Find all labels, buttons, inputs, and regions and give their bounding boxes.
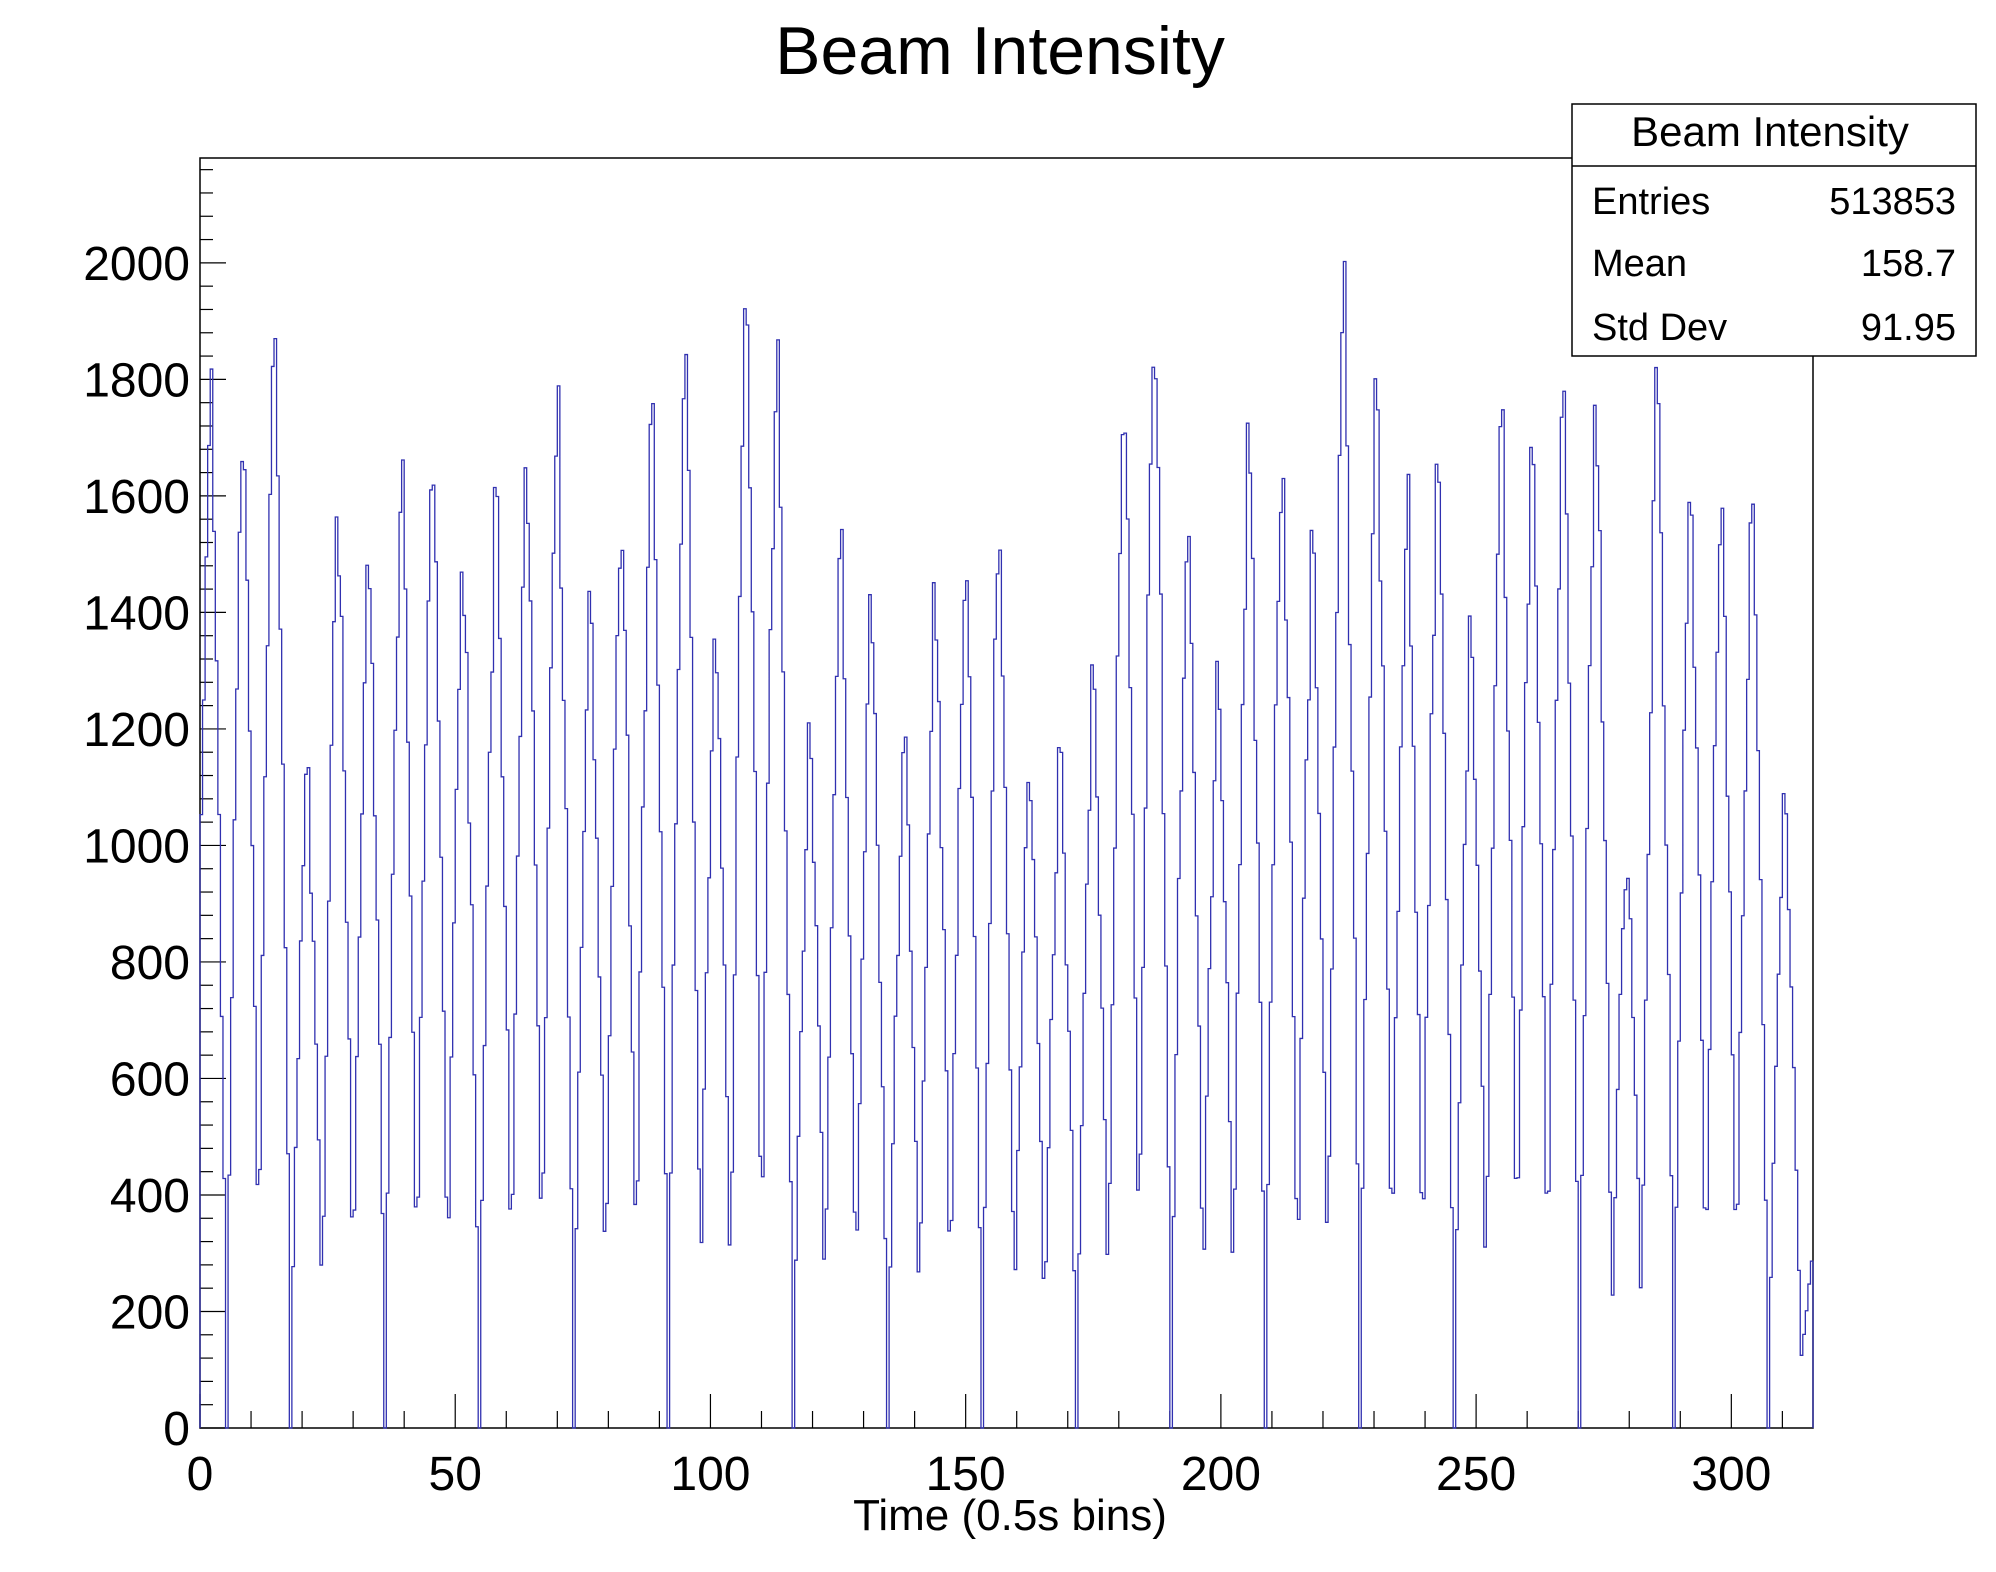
x-tick-label: 50 [429,1448,482,1501]
stats-entries-value: 513853 [1829,181,1956,223]
stats-mean-label: Mean [1592,243,1687,285]
y-tick-label: 2000 [83,238,190,291]
histogram-step-line [199,260,1814,1429]
y-tick-label: 1000 [83,820,190,873]
x-axis: 0 50 100 150 200 250 300 [187,1394,1783,1501]
stats-stddev-value: 91.95 [1861,307,1956,349]
stats-box: Beam Intensity Entries 513853 Mean 158.7… [1571,103,1977,357]
stats-box-title: Beam Intensity [1631,108,1909,155]
y-tick-label: 400 [110,1170,190,1223]
y-tick-label: 1800 [83,354,190,407]
chart-title: Beam Intensity [775,13,1225,89]
stats-box-frame [1571,103,1977,357]
x-tick-label: 150 [926,1448,1006,1501]
y-tick-label: 200 [110,1286,190,1339]
stats-stddev-label: Std Dev [1592,307,1727,349]
y-tick-label: 800 [110,937,190,990]
x-axis-label: Time (0.5s bins) [853,1491,1167,1540]
y-tick-label: 600 [110,1053,190,1106]
x-tick-label: 250 [1436,1448,1516,1501]
x-tick-label: 100 [670,1448,750,1501]
x-tick-label: 200 [1181,1448,1261,1501]
y-tick-label: 1200 [83,704,190,757]
stats-mean-value: 158.7 [1861,243,1956,285]
plot-frame [199,157,1814,1429]
y-tick-label: 1600 [83,471,190,524]
y-tick-label: 1400 [83,587,190,640]
x-tick-label: 300 [1691,1448,1771,1501]
y-axis: 0 200 400 600 800 1000 1200 1400 1600 1800 2000 [83,169,226,1456]
histogram-series [199,260,1814,1429]
x-tick-label: 0 [187,1448,214,1501]
stats-entries-label: Entries [1592,181,1710,223]
y-tick-label: 0 [163,1403,190,1456]
